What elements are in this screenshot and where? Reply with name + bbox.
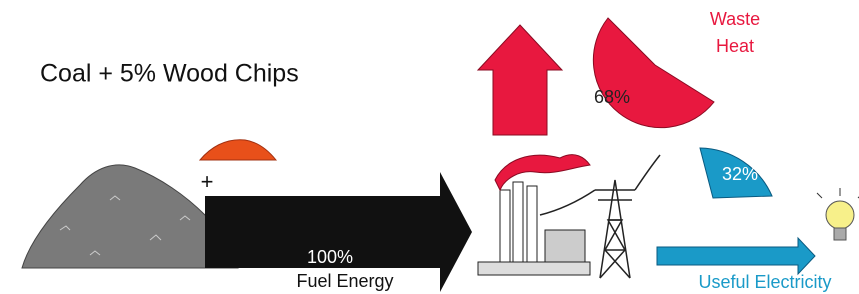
electricity-arrow (657, 238, 815, 274)
waste-percent: 68% (594, 87, 630, 107)
fuel-percent: 100% (307, 247, 353, 267)
light-bulb (817, 188, 859, 240)
waste-label: Heat (716, 36, 754, 56)
fuel-label: Fuel Energy (296, 271, 393, 291)
electricity-percent: 32% (722, 164, 758, 184)
waste-arrow (478, 25, 562, 135)
power-plant (478, 155, 590, 275)
plus-sign: + (201, 169, 214, 194)
electricity-label: Useful Electricity (698, 272, 831, 292)
wood-chips (200, 140, 276, 160)
waste-pie (593, 18, 714, 128)
title: Coal + 5% Wood Chips (40, 60, 299, 88)
waste-label: Waste (710, 9, 760, 29)
diagram: Coal + 5% Wood Chips + 100% Fuel Energy … (0, 0, 859, 294)
